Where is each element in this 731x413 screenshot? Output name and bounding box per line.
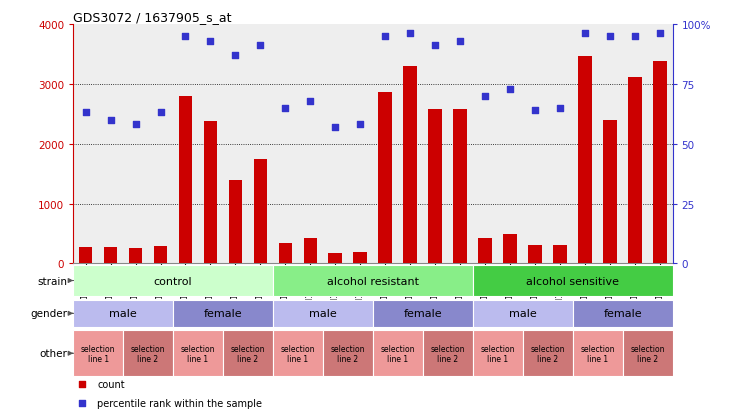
Bar (504, 235, 517, 264)
Point (480, 93, 491, 100)
Point (129, 122, 141, 128)
Bar (529, 245, 542, 264)
Point (205, 38, 216, 45)
Point (76, 400, 88, 406)
Point (455, 38, 466, 45)
Text: male: male (109, 309, 137, 318)
Point (629, 33, 641, 40)
Text: selection
line 2: selection line 2 (531, 344, 565, 363)
Point (529, 107, 541, 114)
Text: selection
line 1: selection line 1 (281, 344, 315, 363)
Point (305, 98, 317, 104)
Bar (279, 243, 292, 264)
Bar (623, 331, 673, 376)
Text: male: male (509, 309, 537, 318)
Bar (178, 97, 192, 264)
Point (579, 31, 591, 38)
Point (504, 86, 516, 93)
Bar (523, 331, 572, 376)
Text: percentile rank within the sample: percentile rank within the sample (97, 398, 262, 408)
Bar (79, 247, 92, 264)
Bar (404, 66, 417, 264)
Text: selection
line 2: selection line 2 (330, 344, 365, 363)
Text: female: female (603, 309, 642, 318)
Bar (303, 239, 317, 264)
Point (155, 110, 167, 116)
Point (654, 31, 666, 38)
Bar (628, 77, 642, 264)
Text: selection
line 1: selection line 1 (381, 344, 415, 363)
Bar (603, 120, 617, 264)
Point (254, 43, 266, 50)
Bar (223, 331, 273, 376)
Text: GDS3072 / 1637905_s_at: GDS3072 / 1637905_s_at (73, 11, 232, 24)
Text: control: control (154, 276, 192, 286)
Text: female: female (404, 309, 442, 318)
Bar (478, 238, 492, 264)
Text: selection
line 1: selection line 1 (580, 344, 615, 363)
Point (105, 117, 116, 123)
Text: selection
line 1: selection line 1 (81, 344, 115, 363)
Bar (323, 331, 373, 376)
Point (80, 110, 91, 116)
Bar (273, 331, 323, 376)
Bar (428, 109, 442, 264)
Point (605, 33, 616, 40)
Text: selection
line 2: selection line 2 (431, 344, 465, 363)
Point (330, 124, 341, 131)
Bar (572, 331, 623, 376)
Bar (273, 266, 473, 296)
Bar (104, 248, 118, 264)
Bar (273, 300, 373, 328)
Bar (73, 331, 123, 376)
Bar (73, 266, 273, 296)
Bar (354, 252, 367, 264)
Bar (229, 180, 242, 264)
Point (554, 105, 566, 112)
Point (180, 33, 192, 40)
Bar (254, 159, 268, 264)
Bar (129, 249, 143, 264)
Text: selection
line 2: selection line 2 (231, 344, 265, 363)
Text: alcohol resistant: alcohol resistant (327, 276, 419, 286)
Text: alcohol sensitive: alcohol sensitive (526, 276, 619, 286)
Bar (373, 331, 423, 376)
Bar (123, 331, 173, 376)
Point (76, 381, 88, 388)
Point (379, 33, 391, 40)
Text: count: count (97, 380, 125, 389)
Bar (473, 300, 572, 328)
Point (429, 43, 441, 50)
Bar (553, 245, 567, 264)
Bar (578, 57, 592, 264)
Bar (373, 300, 473, 328)
Text: female: female (204, 309, 242, 318)
Bar (473, 266, 673, 296)
Point (230, 52, 241, 59)
Text: selection
line 1: selection line 1 (181, 344, 215, 363)
Text: selection
line 1: selection line 1 (480, 344, 515, 363)
Bar (173, 300, 273, 328)
Text: other: other (39, 349, 67, 358)
Bar (654, 62, 667, 264)
Bar (73, 300, 173, 328)
Text: male: male (309, 309, 337, 318)
Text: gender: gender (30, 309, 67, 318)
Text: strain: strain (37, 276, 67, 286)
Bar (453, 109, 467, 264)
Bar (328, 253, 342, 264)
Bar (379, 93, 392, 264)
Point (404, 31, 416, 38)
Point (355, 122, 366, 128)
Bar (423, 331, 473, 376)
Bar (572, 300, 673, 328)
Bar (154, 247, 167, 264)
Bar (173, 331, 223, 376)
Bar (473, 331, 523, 376)
Bar (204, 121, 217, 264)
Point (279, 105, 291, 112)
Text: selection
line 2: selection line 2 (630, 344, 664, 363)
Text: selection
line 2: selection line 2 (131, 344, 165, 363)
